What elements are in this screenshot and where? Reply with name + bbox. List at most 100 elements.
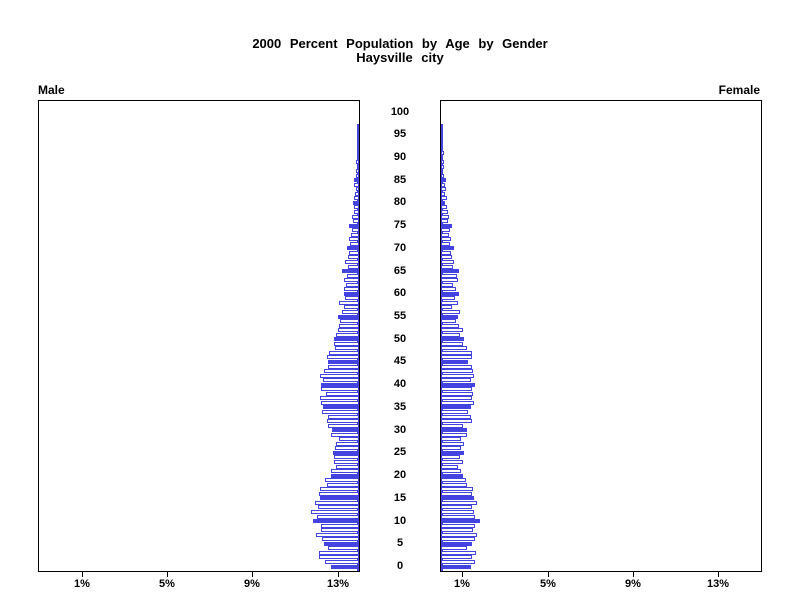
bar-female-age-85 — [441, 178, 446, 182]
bar-male-age-84 — [354, 183, 359, 187]
female-panel-label: Female — [718, 83, 760, 97]
chart-title: 2000 Percent Population by Age by Gender — [252, 36, 548, 51]
bar-female-age-25 — [441, 451, 464, 455]
bar-male-age-53 — [339, 324, 359, 328]
bar-female-age-54 — [441, 319, 456, 323]
bar-female-age-50 — [441, 337, 464, 341]
bar-male-age-64 — [347, 274, 359, 278]
age-tick-label-30: 30 — [393, 424, 407, 436]
bar-female-age-29 — [441, 433, 467, 437]
bar-female-age-33 — [441, 415, 471, 419]
bar-male-age-62 — [346, 283, 359, 287]
male-panel — [38, 100, 360, 572]
bar-female-age-74 — [441, 228, 450, 232]
bar-male-age-70 — [347, 246, 359, 250]
bar-male-age-61 — [344, 287, 359, 291]
bar-female-age-94 — [441, 137, 443, 141]
age-tick-label-45: 45 — [393, 355, 407, 367]
bar-female-age-88 — [441, 165, 444, 169]
bar-female-age-95 — [441, 133, 443, 137]
age-tick-label-10: 10 — [393, 515, 407, 527]
bar-female-age-69 — [441, 251, 451, 255]
bar-male-age-17 — [320, 487, 359, 491]
bar-male-age-65 — [342, 269, 359, 273]
bar-female-age-20 — [441, 474, 463, 478]
bar-female-age-67 — [441, 260, 454, 264]
age-tick-label-60: 60 — [393, 287, 407, 299]
bar-female-age-71 — [441, 242, 450, 246]
bar-male-age-23 — [334, 460, 359, 464]
bar-male-age-7 — [316, 533, 359, 537]
age-tick-label-90: 90 — [393, 151, 407, 163]
bar-male-age-82 — [355, 192, 359, 196]
bar-male-age-78 — [354, 210, 359, 214]
bar-female-age-35 — [441, 405, 471, 409]
bar-female-age-1 — [441, 560, 475, 564]
bar-male-age-68 — [348, 255, 359, 259]
bar-male-age-0 — [331, 565, 359, 569]
bar-female-age-86 — [441, 174, 444, 178]
bar-male-age-86 — [356, 174, 359, 178]
bar-female-age-97 — [441, 124, 443, 128]
age-tick-label-20: 20 — [393, 469, 407, 481]
bar-male-age-12 — [311, 510, 359, 514]
bar-male-age-91 — [357, 151, 359, 155]
bar-female-age-30 — [441, 428, 467, 432]
bar-male-age-45 — [328, 360, 359, 364]
bar-male-age-47 — [329, 351, 359, 355]
bar-male-age-38 — [326, 392, 359, 396]
bar-male-age-94 — [357, 137, 359, 141]
age-tick-label-0: 0 — [396, 560, 404, 572]
bar-female-age-24 — [441, 455, 460, 459]
bar-female-age-57 — [441, 305, 452, 309]
bar-female-age-84 — [441, 183, 445, 187]
age-tick-label-85: 85 — [393, 174, 407, 186]
bar-female-age-93 — [441, 142, 443, 146]
bar-male-age-5 — [324, 542, 359, 546]
bar-male-age-54 — [340, 319, 359, 323]
bar-male-age-39 — [321, 387, 359, 391]
bar-female-age-53 — [441, 324, 459, 328]
bar-female-age-68 — [441, 255, 452, 259]
x-tick-5pct — [548, 572, 549, 577]
bar-male-age-37 — [320, 396, 359, 400]
bar-male-age-56 — [342, 310, 359, 314]
bar-male-age-97 — [357, 124, 359, 128]
bar-female-age-80 — [441, 201, 445, 205]
bar-female-age-78 — [441, 210, 448, 214]
bar-female-age-92 — [441, 146, 443, 150]
bar-male-age-26 — [335, 446, 359, 450]
age-tick-label-35: 35 — [393, 401, 407, 413]
bar-female-age-56 — [441, 310, 460, 314]
bar-male-age-60 — [344, 292, 359, 296]
bar-male-age-22 — [336, 465, 359, 469]
bar-female-age-65 — [441, 269, 459, 273]
bar-male-age-93 — [357, 142, 359, 146]
bar-female-age-61 — [441, 287, 456, 291]
bar-female-age-83 — [441, 187, 446, 191]
bar-female-age-73 — [441, 233, 449, 237]
bar-male-age-74 — [352, 228, 359, 232]
bar-female-age-12 — [441, 510, 474, 514]
x-tick-label-1pct: 13% — [326, 578, 350, 590]
bar-male-age-41 — [323, 378, 359, 382]
bar-male-age-55 — [338, 315, 359, 319]
bar-female-age-58 — [441, 301, 458, 305]
bar-female-age-42 — [441, 374, 474, 378]
bar-female-age-49 — [441, 342, 463, 346]
bar-female-age-43 — [441, 369, 473, 373]
bar-male-age-79 — [354, 205, 359, 209]
bar-female-age-16 — [441, 492, 472, 496]
bar-male-age-59 — [345, 296, 359, 300]
bar-female-age-19 — [441, 478, 466, 482]
bar-female-age-13 — [441, 505, 472, 509]
bar-female-age-96 — [441, 128, 443, 132]
x-tick-9pct — [633, 572, 634, 577]
bar-female-age-90 — [441, 155, 443, 159]
age-tick-label-55: 55 — [393, 310, 407, 322]
bar-female-age-82 — [441, 192, 445, 196]
bar-female-age-70 — [441, 246, 454, 250]
x-tick-label-9pct: 5% — [159, 578, 175, 590]
bar-male-age-31 — [328, 424, 359, 428]
